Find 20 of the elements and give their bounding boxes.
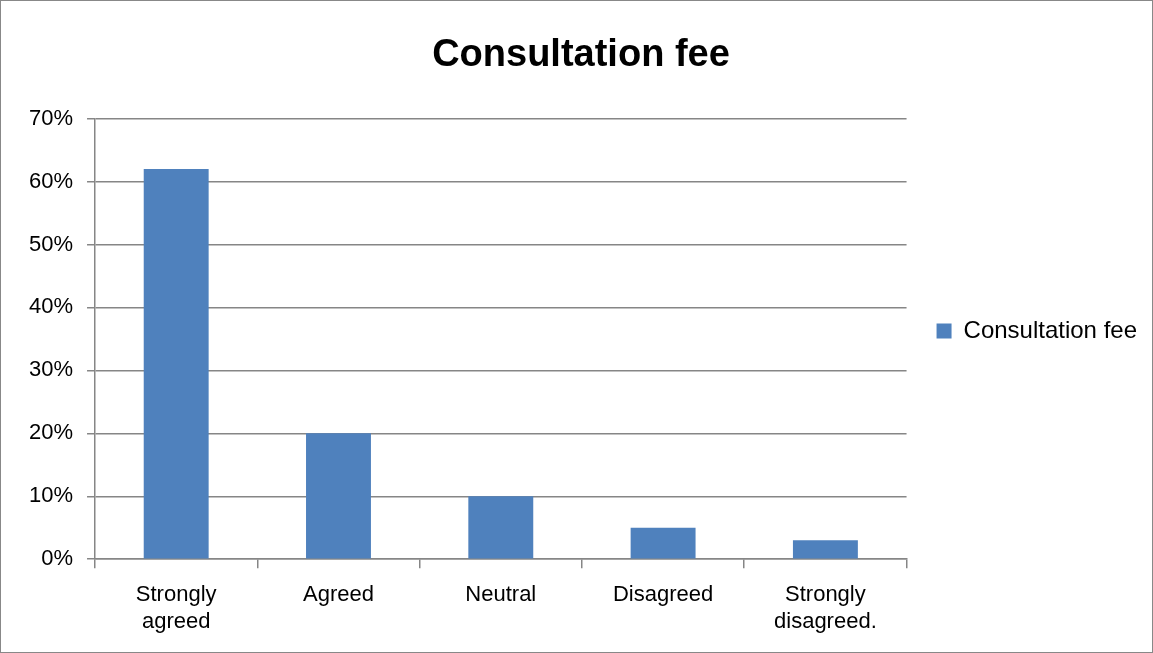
chart-title: Consultation fee — [432, 32, 730, 75]
x-tick-label: Strongly disagreed. — [774, 581, 877, 633]
y-tick-label: 20% — [28, 419, 74, 445]
bar — [468, 496, 534, 559]
y-tick-label: 50% — [28, 230, 74, 256]
y-tick-label: 40% — [28, 293, 74, 319]
y-tick-label: 10% — [28, 482, 74, 508]
bar — [630, 527, 696, 559]
bar — [306, 433, 371, 559]
y-tick-label: 30% — [28, 356, 74, 382]
legend-label: Consultation fee — [963, 315, 1137, 343]
x-tick-label: Strongly agreed — [135, 581, 217, 633]
bar — [792, 540, 858, 559]
bar — [143, 168, 209, 559]
x-tick-label: Agreed — [303, 581, 374, 607]
y-tick-label: 60% — [28, 167, 74, 193]
y-tick-label: 0% — [41, 545, 74, 571]
y-tick-label: 70% — [28, 104, 74, 130]
x-tick-label: Disagreed — [612, 581, 714, 607]
x-tick-label: Neutral — [465, 581, 537, 607]
